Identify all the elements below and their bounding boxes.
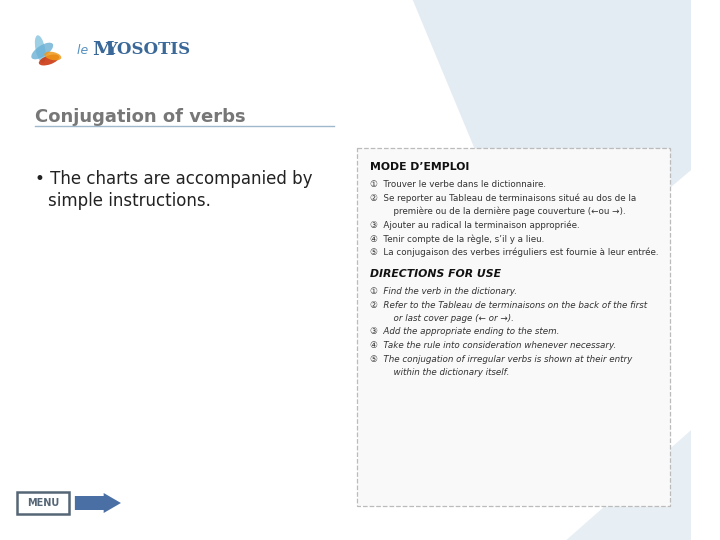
- FancyBboxPatch shape: [357, 148, 670, 506]
- Text: Conjugation of verbs: Conjugation of verbs: [35, 108, 246, 126]
- FancyArrow shape: [75, 493, 121, 513]
- Ellipse shape: [39, 55, 59, 65]
- Text: within the dictionary itself.: within the dictionary itself.: [377, 368, 510, 377]
- Polygon shape: [567, 430, 691, 540]
- Text: YOSOTIS: YOSOTIS: [104, 42, 190, 58]
- Text: ③  Add the appropriate ending to the stem.: ③ Add the appropriate ending to the stem…: [369, 327, 559, 336]
- Text: ④  Take the rule into consideration whenever necessary.: ④ Take the rule into consideration whene…: [369, 341, 616, 350]
- Ellipse shape: [31, 43, 53, 59]
- Text: MENU: MENU: [27, 498, 59, 508]
- Polygon shape: [413, 0, 691, 300]
- Text: le: le: [77, 44, 92, 57]
- Text: ⑤  La conjugaison des verbes irréguliers est fournie à leur entrée.: ⑤ La conjugaison des verbes irréguliers …: [369, 247, 658, 257]
- Text: MODE D’EMPLOI: MODE D’EMPLOI: [369, 162, 469, 172]
- Text: ①  Trouver le verbe dans le dictionnaire.: ① Trouver le verbe dans le dictionnaire.: [369, 180, 546, 189]
- Text: ①  Find the verb in the dictionary.: ① Find the verb in the dictionary.: [369, 287, 516, 296]
- Text: ②  Refer to the Tableau de terminaisons on the back of the first: ② Refer to the Tableau de terminaisons o…: [369, 300, 647, 309]
- Text: M: M: [92, 41, 114, 59]
- Text: or last cover page (← or →).: or last cover page (← or →).: [377, 314, 514, 323]
- Text: simple instructions.: simple instructions.: [48, 192, 211, 210]
- FancyBboxPatch shape: [17, 492, 69, 514]
- Text: première ou de la dernière page couverture (←ou →).: première ou de la dernière page couvertu…: [377, 207, 626, 217]
- Text: DIRECTIONS FOR USE: DIRECTIONS FOR USE: [369, 269, 500, 279]
- Text: ④  Tenir compte de la règle, s’il y a lieu.: ④ Tenir compte de la règle, s’il y a lie…: [369, 234, 544, 244]
- Text: • The charts are accompanied by: • The charts are accompanied by: [35, 170, 312, 188]
- Text: ⑤  The conjugation of irregular verbs is shown at their entry: ⑤ The conjugation of irregular verbs is …: [369, 354, 632, 363]
- Text: ③  Ajouter au radical la terminaison appropriée.: ③ Ajouter au radical la terminaison appr…: [369, 220, 579, 230]
- Ellipse shape: [45, 52, 61, 60]
- Text: ②  Se reporter au Tableau de terminaisons situé au dos de la: ② Se reporter au Tableau de terminaisons…: [369, 193, 636, 203]
- Ellipse shape: [35, 35, 46, 63]
